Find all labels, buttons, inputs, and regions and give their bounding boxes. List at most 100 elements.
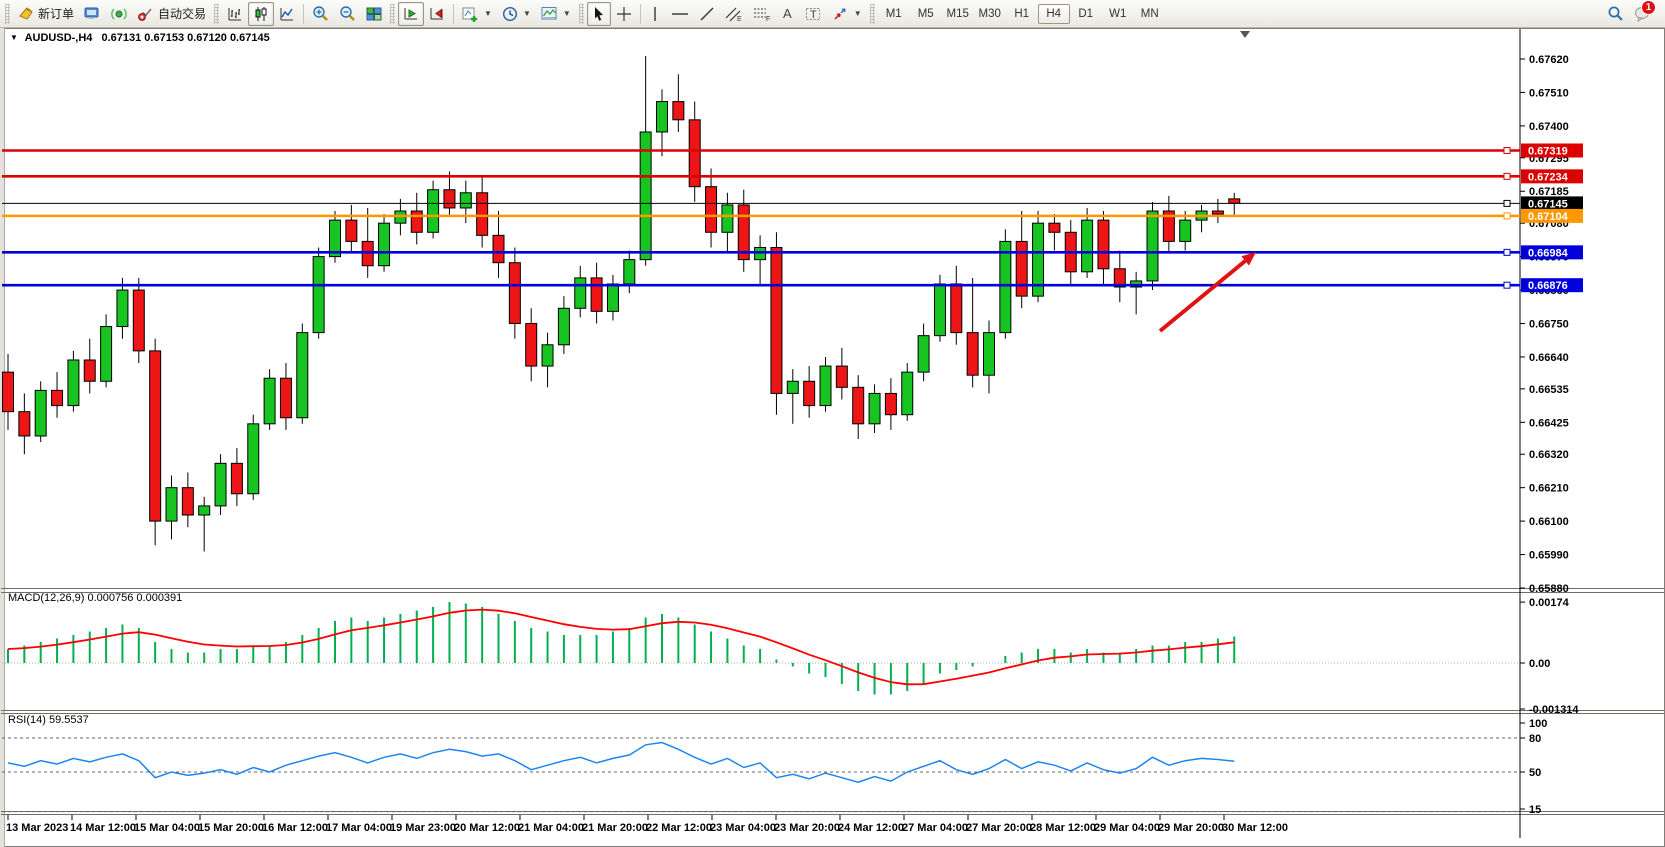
date-label: 28 Mar 12:00 xyxy=(1030,822,1096,834)
auto-trading-button[interactable]: 自动交易 xyxy=(132,2,211,26)
market-watch-button[interactable] xyxy=(106,2,132,26)
bull-candle xyxy=(329,219,341,258)
equidistant-channel-tool-button[interactable]: E xyxy=(720,2,748,26)
candlestick-mode-button[interactable] xyxy=(248,1,275,26)
bull-candle xyxy=(786,380,799,394)
date-label: 15 Mar 20:00 xyxy=(198,822,264,834)
line-chart-mode-button[interactable] xyxy=(274,2,300,26)
chevron-down-icon: ▼ xyxy=(853,9,862,18)
hline-end-marker[interactable] xyxy=(1503,248,1511,256)
toolbar-grip[interactable] xyxy=(214,3,220,24)
bull-candle xyxy=(917,335,930,373)
bull-candle xyxy=(721,204,734,233)
chart-shift-marker[interactable] xyxy=(1240,31,1250,38)
timeframe-W1[interactable]: W1 xyxy=(1109,7,1127,20)
auto-scroll-button[interactable] xyxy=(398,1,425,26)
bear-candle xyxy=(181,487,194,516)
timeframe-M1[interactable]: M1 xyxy=(885,7,902,20)
new-order-label: 新订单 xyxy=(38,7,75,21)
trend-arrow-annotation[interactable] xyxy=(1158,255,1252,333)
toolbar-grip[interactable] xyxy=(578,3,584,24)
price-badge-label: 0.67104 xyxy=(1528,211,1569,223)
timeframe-M15[interactable]: M15 xyxy=(946,7,969,20)
zoom-in-button[interactable] xyxy=(307,2,334,26)
fibonacci-tool-button[interactable]: F xyxy=(748,2,776,26)
notification-count-badge: 1 xyxy=(1641,0,1656,15)
bear-candle xyxy=(1211,210,1224,215)
price-badge xyxy=(1521,245,1583,260)
hline-end-marker[interactable] xyxy=(1503,147,1511,155)
metaeditor-button[interactable] xyxy=(79,2,106,26)
cursor-tool-button[interactable] xyxy=(586,1,611,26)
crosshair-tool-button[interactable] xyxy=(611,2,637,26)
bull-candle xyxy=(312,256,325,334)
bull-candle xyxy=(999,240,1012,334)
svg-text:F: F xyxy=(766,16,770,22)
bull-candle xyxy=(868,392,881,425)
chart-shift-button[interactable] xyxy=(424,2,450,26)
bull-candle xyxy=(1032,222,1045,297)
chart-ohlc-values: 0.67131 0.67153 0.67120 0.67145 xyxy=(101,32,270,44)
bull-candle xyxy=(606,283,619,312)
date-label: 19 Mar 23:00 xyxy=(390,822,456,834)
bear-candle xyxy=(149,350,162,522)
bear-candle xyxy=(835,365,848,388)
bear-candle xyxy=(672,101,685,121)
horizontal-line-tool-button[interactable] xyxy=(666,2,694,26)
bull-candle xyxy=(656,101,668,133)
timeframe-MN[interactable]: MN xyxy=(1140,7,1159,20)
bull-candle xyxy=(459,192,472,209)
chart-menu-triangle-icon[interactable]: ▼ xyxy=(10,33,18,42)
price-badge-label: 0.66984 xyxy=(1528,247,1569,259)
toolbar-grip[interactable] xyxy=(869,3,875,24)
bar-chart-mode-button[interactable] xyxy=(222,2,248,26)
indicators-icon xyxy=(462,7,478,22)
hline-end-marker[interactable] xyxy=(1503,172,1511,180)
bear-candle xyxy=(51,389,64,407)
macd-indicator-label: MACD(12,26,9) 0.000756 0.000391 xyxy=(8,592,183,604)
bull-candle xyxy=(427,189,440,233)
bull-candle xyxy=(34,389,47,437)
bear-candle xyxy=(737,204,750,261)
new-order-button[interactable]: 新订单 xyxy=(13,2,79,26)
hline-end-marker[interactable] xyxy=(1503,281,1511,289)
text-label-tool-button[interactable]: T xyxy=(800,2,827,26)
price-badge-label: 0.67319 xyxy=(1528,146,1568,158)
periods-button[interactable]: ▼ xyxy=(497,2,536,26)
arrows-tool-button[interactable]: ▼ xyxy=(827,2,867,26)
text-label-icon: T xyxy=(805,7,820,21)
tile-windows-button[interactable] xyxy=(361,2,387,26)
bull-candle xyxy=(296,332,309,419)
text-tool-button[interactable]: A xyxy=(776,2,800,26)
toolbar-grip[interactable] xyxy=(5,3,10,24)
timeframe-H4[interactable]: H4 xyxy=(1037,3,1070,24)
bull-candle xyxy=(557,307,570,346)
chart-title[interactable]: ▼ AUDUSD-,H4 0.67131 0.67153 0.67120 0.6… xyxy=(10,32,270,44)
timeframe-M30[interactable]: M30 xyxy=(978,7,1001,20)
timeframe-D1[interactable]: D1 xyxy=(1078,7,1094,20)
bull-candle xyxy=(623,259,636,285)
timeframe-M5[interactable]: M5 xyxy=(917,7,934,20)
bull-candle xyxy=(198,505,211,516)
bull-candle xyxy=(116,289,129,328)
hline-end-marker[interactable] xyxy=(1503,212,1511,220)
vertical-line-tool-button[interactable] xyxy=(644,2,666,26)
toolbar-grip[interactable] xyxy=(390,3,396,24)
timeframe-H1[interactable]: H1 xyxy=(1014,7,1030,20)
price-badge xyxy=(1521,208,1583,223)
indicators-button[interactable]: ▼ xyxy=(457,2,497,26)
bear-candle xyxy=(2,371,14,413)
templates-button[interactable]: ▼ xyxy=(536,2,576,26)
bull-candle xyxy=(67,359,80,407)
zoom-out-button[interactable] xyxy=(334,2,361,26)
macd-axis-label: 0.00174 xyxy=(1529,597,1570,609)
price-badge xyxy=(1521,278,1583,293)
notifications-button[interactable]: 1 xyxy=(1629,0,1657,26)
price-tick-label: 0.66210 xyxy=(1529,483,1569,495)
svg-text:T: T xyxy=(810,9,817,21)
hline-end-marker[interactable] xyxy=(1503,199,1511,207)
search-button[interactable] xyxy=(1602,2,1629,26)
bear-candle xyxy=(443,189,456,209)
trendline-tool-button[interactable] xyxy=(694,2,720,26)
